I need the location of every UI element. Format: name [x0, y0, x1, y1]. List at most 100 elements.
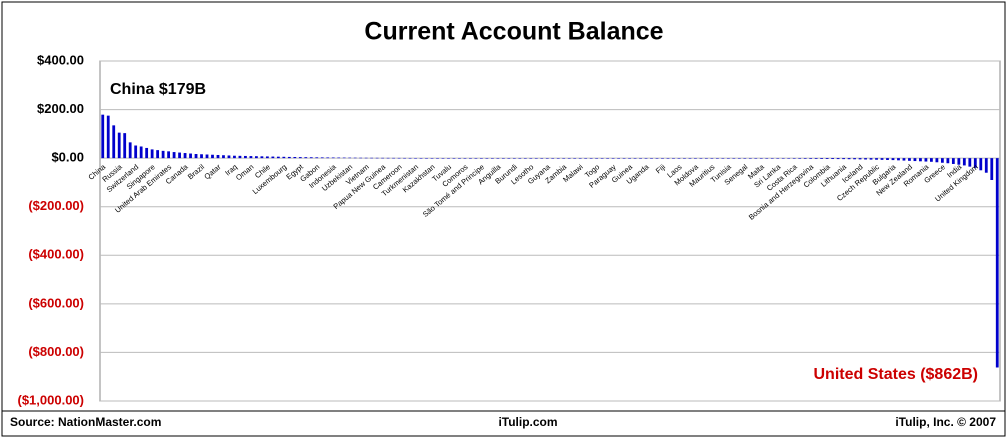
bar: [298, 157, 302, 159]
bar: [320, 157, 324, 159]
bar: [765, 158, 769, 159]
bar: [145, 147, 149, 159]
bar: [523, 158, 527, 159]
bar: [326, 157, 330, 159]
bar: [798, 158, 802, 159]
bar: [271, 156, 275, 159]
y-tick-label: ($1,000.00): [18, 392, 85, 407]
bar: [150, 149, 154, 159]
bar: [397, 157, 401, 159]
frame: [1, 1, 1006, 437]
bar: [814, 158, 818, 159]
bar: [584, 158, 588, 159]
bar: [683, 158, 686, 159]
bar: [419, 158, 423, 159]
bar: [106, 115, 110, 159]
bar: [123, 133, 127, 159]
bar: [403, 157, 406, 159]
bar: [183, 153, 187, 159]
bar: [759, 158, 763, 159]
bar: [414, 157, 417, 159]
bar: [694, 158, 697, 159]
bar: [908, 158, 911, 161]
bar: [897, 158, 900, 161]
bar: [507, 158, 511, 159]
y-tick-label: $400.00: [37, 52, 84, 67]
bar: [189, 153, 192, 159]
bar: [205, 154, 209, 159]
bar: [924, 158, 928, 162]
bar: [951, 158, 955, 164]
bar: [161, 150, 165, 159]
bar: [589, 158, 593, 159]
bar: [732, 158, 736, 159]
bar: [600, 158, 604, 159]
bar: [880, 158, 884, 160]
bar: [293, 157, 297, 159]
bar: [430, 158, 434, 159]
bar: [781, 158, 785, 159]
bar: [265, 156, 269, 159]
y-tick-label: ($400.00): [28, 247, 84, 262]
bar: [787, 158, 791, 159]
bar: [304, 157, 308, 159]
bar: [825, 158, 829, 159]
bar: [650, 158, 653, 159]
bar: [655, 158, 659, 159]
bar: [534, 158, 538, 159]
bar: [458, 158, 461, 159]
y-tick-label: ($800.00): [28, 344, 84, 359]
bar: [705, 158, 708, 159]
bar: [156, 150, 160, 159]
bar: [930, 158, 933, 162]
bar: [469, 158, 472, 159]
bar: [200, 154, 203, 159]
bar: [743, 158, 747, 159]
footer-site: iTulip.com: [498, 415, 557, 429]
bar: [990, 158, 994, 180]
bar: [480, 158, 483, 159]
bar: [101, 114, 105, 159]
bar: [567, 158, 571, 159]
y-tick-label: $200.00: [37, 101, 84, 116]
bar: [902, 158, 906, 161]
bar: [973, 158, 977, 168]
bar: [386, 157, 390, 159]
bar: [622, 158, 626, 159]
bar: [233, 155, 236, 159]
bar: [737, 158, 741, 159]
bar: [803, 158, 807, 159]
bar: [578, 158, 582, 159]
bar: [112, 125, 116, 159]
bar: [216, 154, 220, 159]
bar: [968, 158, 972, 167]
bar: [836, 158, 840, 160]
annotation: United States ($862B): [814, 366, 979, 383]
bar: [935, 158, 939, 163]
bar: [172, 152, 176, 159]
bar: [919, 158, 922, 162]
bar: [639, 158, 642, 159]
bar: [595, 158, 599, 159]
bar: [699, 158, 703, 159]
bar: [853, 158, 856, 160]
bar: [276, 156, 280, 159]
bar: [710, 158, 714, 159]
bar: [628, 158, 631, 159]
bar: [886, 158, 889, 160]
bar: [551, 158, 555, 159]
bar: [238, 155, 242, 159]
bar: [359, 157, 363, 159]
bar: [518, 158, 522, 159]
bar: [776, 158, 780, 159]
bar: [425, 158, 428, 159]
bar: [392, 157, 395, 159]
chart-title: Current Account Balance: [364, 18, 663, 46]
footer-source: Source: NationMaster.com: [10, 415, 161, 429]
bar: [441, 158, 445, 159]
bar: [672, 158, 675, 159]
bar: [661, 158, 664, 159]
bar: [858, 158, 862, 160]
bar: [315, 157, 319, 159]
